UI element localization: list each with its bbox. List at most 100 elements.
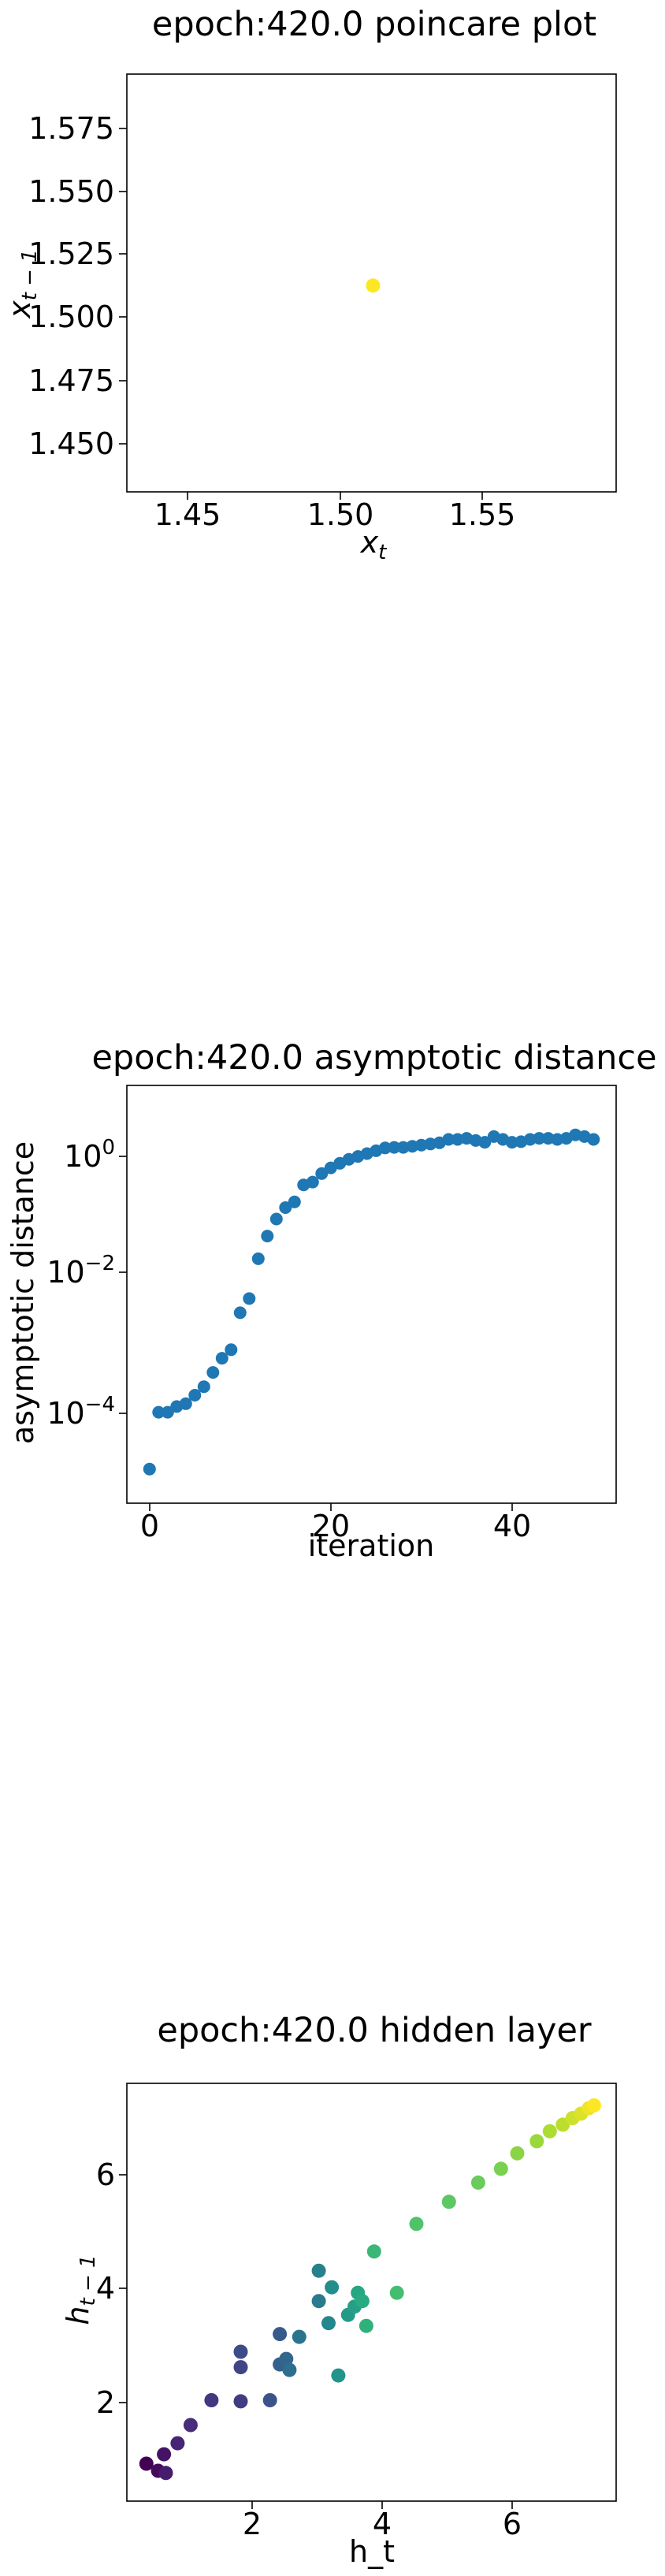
- asymptotic-point: [505, 1136, 518, 1149]
- hidden-layer-point: [493, 2161, 508, 2176]
- hidden-layer-point: [586, 2098, 601, 2113]
- hidden-layer-point: [529, 2134, 544, 2149]
- poincare-x-tick-label: 1.55: [449, 497, 516, 532]
- hidden-layer-x-axis-label: h_t: [349, 2534, 395, 2569]
- asymptotic-point: [388, 1141, 401, 1154]
- hidden-layer-point: [331, 2368, 346, 2383]
- hidden-layer-chart: epoch:420.0 hidden layer 2 4 6 2 4 6 h_t…: [61, 2011, 617, 2569]
- asymptotic-point: [161, 1405, 174, 1419]
- hidden-layer-y-axis-label: ht − 1: [61, 2254, 100, 2325]
- hidden-layer-point: [157, 2447, 172, 2462]
- asymptotic-x-tick-label: 20: [312, 1509, 350, 1543]
- poincare-y-tick-label: 1.500: [28, 300, 114, 334]
- poincare-x-axis-label: xt: [360, 525, 388, 564]
- asymptotic-distance-chart: epoch:420.0 asymptotic distance 0 20 40 …: [6, 1038, 657, 1563]
- asymptotic-title: epoch:420.0 asymptotic distance: [91, 1038, 656, 1078]
- asymptotic-x-tick-label: 0: [140, 1509, 159, 1543]
- hidden-layer-x-tick-label: 6: [503, 2507, 522, 2541]
- hidden-layer-point: [325, 2280, 340, 2295]
- hidden-layer-point: [359, 2318, 373, 2333]
- hidden-layer-point: [321, 2316, 336, 2331]
- poincare-x-tick-label: 1.50: [307, 497, 374, 532]
- asymptotic-point: [478, 1136, 492, 1149]
- hidden-layer-point: [409, 2217, 424, 2232]
- poincare-y-tick-label: 1.525: [28, 236, 114, 271]
- asymptotic-axes-frame: [126, 1085, 617, 1504]
- hidden-layer-x-tick-label: 4: [373, 2507, 392, 2541]
- asymptotic-point: [152, 1405, 165, 1419]
- hidden-layer-title: epoch:420.0 hidden layer: [157, 2011, 592, 2050]
- hidden-layer-x-tick-label: 2: [243, 2507, 262, 2541]
- poincare-points: [366, 278, 381, 293]
- hidden-layer-y-tick-label: 6: [96, 2157, 115, 2192]
- asymptotic-point: [225, 1343, 238, 1357]
- asymptotic-point: [206, 1366, 220, 1379]
- hidden-layer-point: [355, 2294, 370, 2309]
- asymptotic-point: [179, 1397, 192, 1410]
- asymptotic-y-axis-label: asymptotic distance: [6, 1141, 40, 1444]
- asymptotic-point: [269, 1212, 283, 1226]
- poincare-y-tick-label: 1.550: [28, 174, 114, 209]
- hidden-layer-point: [158, 2466, 173, 2481]
- poincare-point: [366, 278, 381, 293]
- poincare-title: epoch:420.0 poincare plot: [152, 5, 596, 44]
- poincare-axes-frame: [126, 73, 617, 493]
- asymptotic-x-tick-label: 40: [493, 1509, 531, 1543]
- hidden-layer-axes-frame: [126, 2083, 617, 2502]
- asymptotic-y-tick-label: 100: [64, 1136, 115, 1174]
- asymptotic-point: [279, 1201, 292, 1214]
- asymptotic-point: [233, 1306, 247, 1320]
- hidden-layer-point: [233, 2360, 248, 2375]
- poincare-y-tick-label: 1.575: [28, 111, 114, 146]
- hidden-layer-point: [311, 2263, 326, 2278]
- hidden-layer-x-ticks: 2 4 6: [243, 2501, 522, 2541]
- asymptotic-point: [587, 1133, 600, 1146]
- poincare-y-ticks: 1.450 1.475 1.500 1.525 1.550 1.575: [28, 111, 127, 461]
- asymptotic-point: [143, 1462, 156, 1476]
- asymptotic-point: [533, 1132, 546, 1145]
- asymptotic-y-tick-label: 10−2: [46, 1252, 115, 1290]
- asymptotic-point: [251, 1252, 265, 1265]
- hidden-layer-point: [262, 2393, 277, 2407]
- hidden-layer-point: [279, 2351, 294, 2366]
- hidden-layer-point: [233, 2344, 248, 2359]
- poincare-y-tick-label: 1.475: [28, 363, 114, 398]
- hidden-layer-point: [233, 2394, 248, 2409]
- asymptotic-x-ticks: 0 20 40: [140, 1503, 531, 1543]
- hidden-layer-point: [282, 2362, 297, 2377]
- hidden-layer-point: [441, 2194, 456, 2209]
- asymptotic-point: [378, 1141, 392, 1155]
- poincare-y-tick-label: 1.450: [28, 426, 114, 461]
- poincare-y-axis-label: xt − 1: [2, 249, 42, 319]
- hidden-layer-point: [366, 2244, 381, 2259]
- asymptotic-point: [315, 1167, 329, 1180]
- asymptotic-point: [243, 1292, 256, 1305]
- poincare-x-ticks: 1.45 1.50 1.55: [154, 492, 516, 532]
- hidden-layer-points: [139, 2098, 601, 2481]
- hidden-layer-y-tick-label: 4: [96, 2271, 115, 2306]
- asymptotic-point: [215, 1352, 228, 1365]
- asymptotic-point: [261, 1230, 274, 1243]
- hidden-layer-y-ticks: 2 4 6: [96, 2157, 127, 2420]
- asymptotic-point: [442, 1133, 455, 1146]
- asymptotic-y-ticks: 100 10−2 10−4: [46, 1136, 127, 1431]
- hidden-layer-point: [170, 2436, 185, 2451]
- hidden-layer-point: [311, 2294, 326, 2309]
- hidden-layer-point: [292, 2329, 306, 2344]
- hidden-layer-point: [542, 2124, 557, 2139]
- asymptotic-x-axis-label: iteration: [308, 1528, 435, 1563]
- asymptotic-point: [188, 1389, 202, 1402]
- hidden-layer-point: [510, 2146, 525, 2161]
- asymptotic-point: [306, 1175, 319, 1189]
- asymptotic-points: [143, 1128, 600, 1476]
- asymptotic-y-tick-label: 10−4: [46, 1393, 115, 1431]
- hidden-layer-point: [183, 2418, 198, 2433]
- hidden-layer-point: [273, 2327, 288, 2342]
- poincare-x-tick-label: 1.45: [154, 497, 221, 532]
- asymptotic-point: [197, 1380, 210, 1394]
- hidden-layer-point: [389, 2285, 404, 2300]
- hidden-layer-point: [204, 2393, 219, 2407]
- hidden-layer-y-tick-label: 2: [96, 2385, 115, 2420]
- hidden-layer-point: [139, 2456, 154, 2471]
